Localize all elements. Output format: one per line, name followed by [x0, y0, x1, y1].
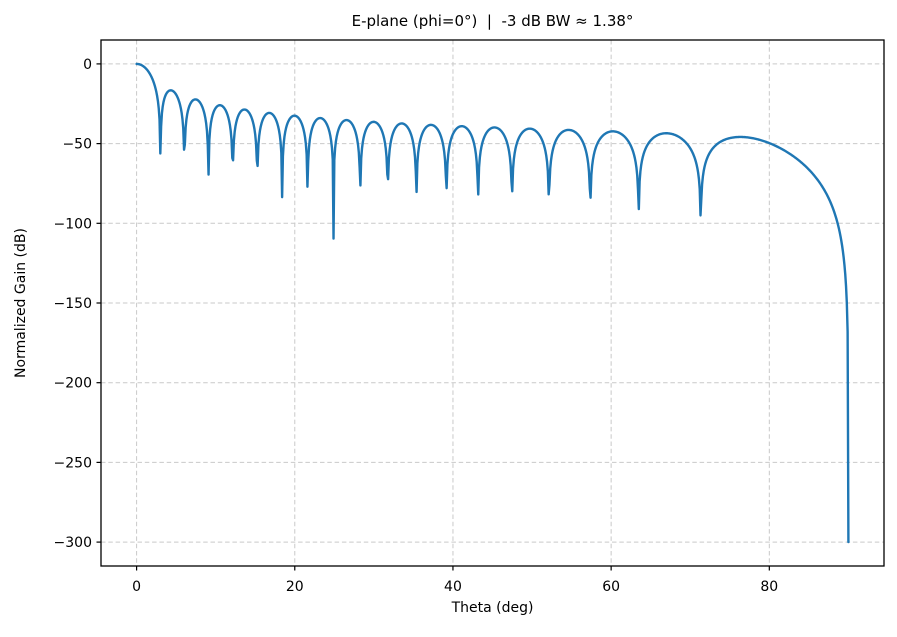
- x-axis-label: Theta (deg): [451, 600, 534, 616]
- y-tick-label: −50: [62, 137, 92, 153]
- x-tick-label: 20: [286, 579, 304, 595]
- y-tick-label: −100: [54, 216, 92, 232]
- x-tick-label: 80: [760, 579, 778, 595]
- x-tick-label: 0: [132, 579, 141, 595]
- y-tick-label: −300: [54, 535, 92, 551]
- y-tick-label: −150: [54, 296, 92, 312]
- y-axis-label: Normalized Gain (dB): [13, 228, 29, 378]
- pattern-line: [135, 62, 850, 544]
- y-tick-label: 0: [83, 57, 92, 73]
- x-tick-label: 60: [602, 579, 620, 595]
- x-tick-label: 40: [444, 579, 462, 595]
- y-tick-label: −200: [54, 376, 92, 392]
- y-tick-label: −250: [54, 455, 92, 471]
- chart-title: E-plane (phi=0°) | -3 dB BW ≈ 1.38°: [351, 12, 634, 30]
